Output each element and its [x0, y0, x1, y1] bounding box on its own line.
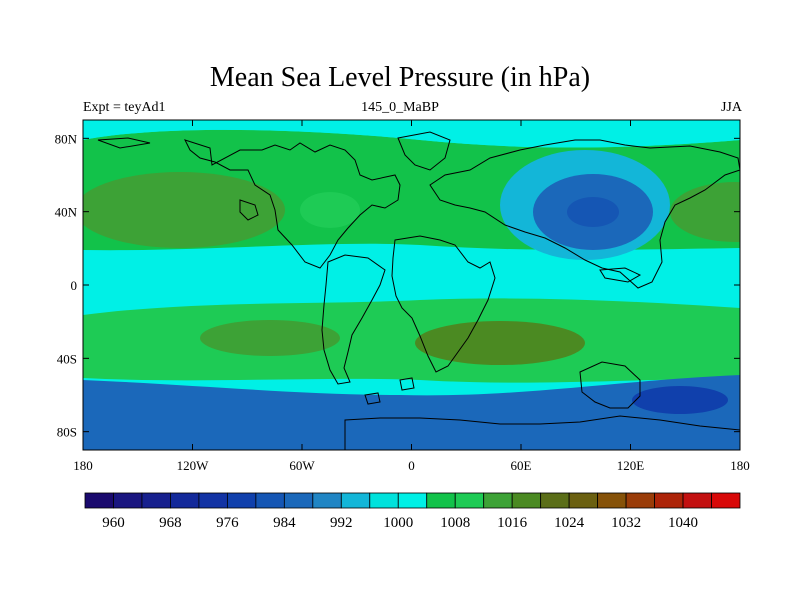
season-label: JJA — [720, 100, 742, 115]
colorbar-label: 992 — [330, 515, 353, 531]
region-arctic — [83, 120, 740, 148]
chart-title: Mean Sea Level Pressure (in hPa) — [209, 62, 591, 93]
colorbar-swatch — [511, 492, 542, 509]
x-tick-label: 120E — [617, 458, 645, 473]
experiment-label: Expt = teyAd1 — [83, 100, 166, 115]
colorbar-swatch — [654, 492, 684, 509]
colorbar-label: 968 — [159, 515, 182, 531]
colorbar-swatch — [711, 492, 741, 509]
time-period-label: 145_0_MaBP — [361, 100, 439, 115]
colorbar-label: 1024 — [554, 515, 585, 531]
colorbar-swatch — [568, 492, 599, 509]
colorbar-swatch — [369, 492, 399, 509]
region-n-atlantic-high — [300, 192, 360, 228]
colorbar-swatch — [540, 492, 570, 509]
x-tick-label: 60E — [511, 458, 532, 473]
colorbar-label: 1016 — [497, 515, 528, 531]
y-tick-label: 80S — [57, 425, 77, 440]
colorbar-label: 1032 — [611, 515, 641, 531]
colorbar-swatch — [397, 492, 428, 509]
x-tick-label: 180 — [730, 458, 750, 473]
colorbar-swatch — [625, 492, 655, 509]
region-asian-low-center — [567, 197, 619, 227]
region-antarctic-coast-low — [632, 386, 728, 414]
colorbar-swatch — [454, 492, 485, 509]
colorbar-swatch — [312, 492, 342, 509]
region-s-pacific-high — [200, 320, 340, 356]
pressure-field — [83, 120, 740, 450]
axes: 180 120W 60W 0 60E 120E 180 80N 40N 0 40S 80S — [55, 120, 750, 473]
x-tick-label: 0 — [408, 458, 415, 473]
colorbar-swatch — [141, 492, 171, 509]
colorbar-swatch — [113, 492, 143, 509]
region-southern-ocean-trough — [83, 375, 740, 450]
region-southern-subtropical-high — [83, 298, 740, 383]
colorbar: 960 968 976 984 992 1000 1008 1016 1024 1032 1040 — [84, 492, 741, 531]
colorbar-swatch — [483, 492, 513, 509]
region-e-pacific-high — [670, 182, 740, 242]
colorbar-label: 984 — [273, 515, 296, 531]
x-tick-label: 60W — [289, 458, 315, 473]
colorbar-label: 1008 — [440, 515, 470, 531]
colorbar-swatch — [283, 492, 314, 509]
colorbar-label: 1000 — [383, 515, 413, 531]
y-tick-label: 40N — [55, 205, 78, 220]
x-tick-label: 180 — [73, 458, 93, 473]
colorbar-swatch — [682, 492, 712, 509]
y-tick-label: 80N — [55, 131, 78, 146]
coastline-outline — [97, 131, 740, 450]
colorbar-label: 960 — [102, 515, 125, 531]
colorbar-swatch — [84, 492, 114, 509]
colorbar-label: 1040 — [668, 515, 698, 531]
y-tick-label: 40S — [57, 351, 77, 366]
colorbar-swatch — [170, 492, 200, 509]
colorbar-swatch — [255, 492, 285, 509]
colorbar-swatch — [226, 492, 257, 509]
region-n-pacific-high — [83, 172, 285, 248]
colorbar-swatch — [198, 492, 228, 509]
region-south-indian-high — [415, 321, 585, 365]
y-tick-label: 0 — [71, 278, 78, 293]
x-tick-label: 120W — [177, 458, 210, 473]
colorbar-swatch — [426, 492, 456, 509]
colorbar-swatch — [597, 492, 627, 509]
colorbar-label: 976 — [216, 515, 239, 531]
colorbar-swatch — [340, 492, 371, 509]
